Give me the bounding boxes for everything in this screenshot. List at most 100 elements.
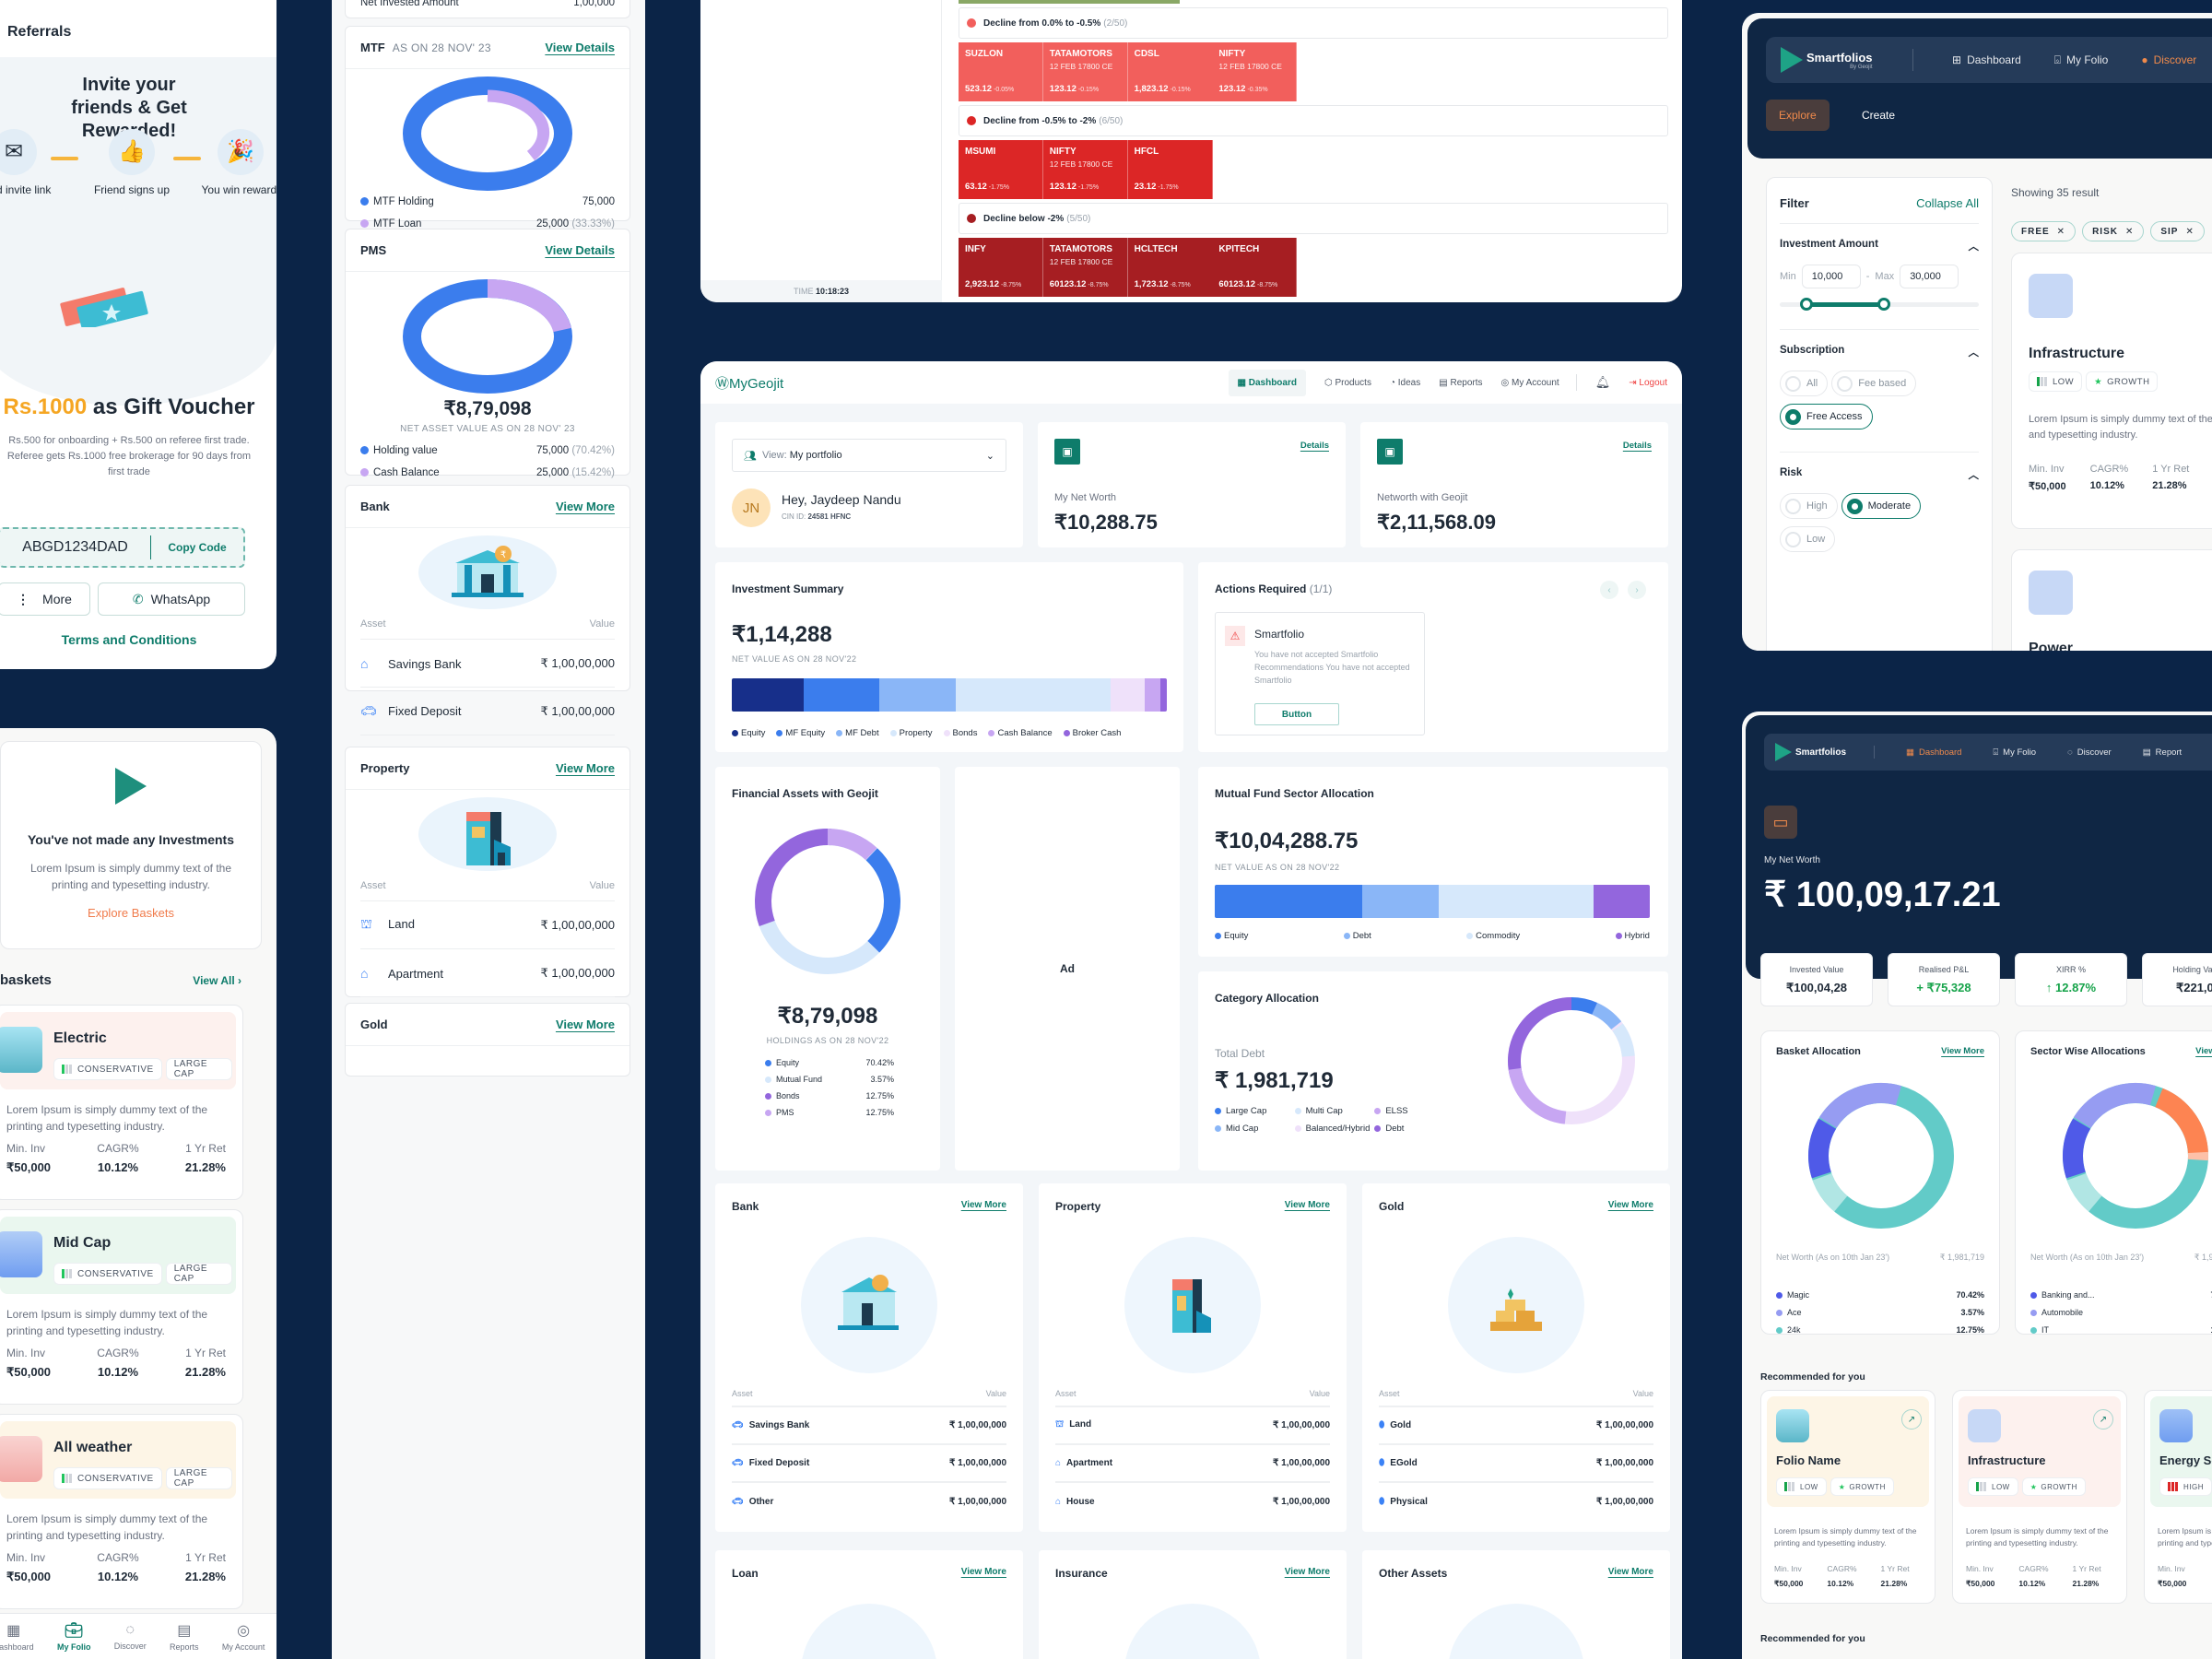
option-low[interactable]: Low xyxy=(1780,526,1836,552)
recommended-card[interactable]: ↗ Energy Se HIGH Lorem Ipsum is simply d… xyxy=(2144,1390,2212,1604)
amount-range-slider[interactable] xyxy=(1780,298,1979,311)
logout-button[interactable]: ⇥ Logout xyxy=(1629,377,1667,388)
view-more-link[interactable]: View More xyxy=(960,1567,1006,1577)
next-button[interactable]: › xyxy=(1628,581,1646,599)
asset-row[interactable]: 🚗︎ Fixed Deposit ₹ 1,00,00,000 xyxy=(732,1445,1006,1483)
max-amount-input[interactable]: 30,000 xyxy=(1900,265,1959,288)
nav-my-folio[interactable]: ⌺ My Folio xyxy=(2053,53,2109,67)
heatmap-tile[interactable]: HFCL 23.12 -1.75% xyxy=(1127,140,1213,199)
option-moderate[interactable]: Moderate xyxy=(1841,493,1922,519)
basket-card[interactable]: Electric CONSERVATIVE LARGE CAP Lorem Ips… xyxy=(0,1005,243,1200)
nav-my-account[interactable]: ◎ My Account xyxy=(1500,377,1559,388)
asset-row[interactable]: ⌂House₹ 1,00,00,000 xyxy=(1055,1497,1330,1507)
close-icon[interactable]: ✕ xyxy=(2124,226,2135,237)
heatmap-tile[interactable]: CDSL 1,823.12 -0.15% xyxy=(1127,42,1213,101)
nav-dashboard[interactable]: ▦ Dashboard xyxy=(1228,369,1306,396)
heatmap-tile[interactable]: NIFTY 12 FEB 17800 CE 123.12 -1.75% xyxy=(1042,140,1128,199)
heatmap-tile[interactable]: INFY 2,923.12 -8.75% xyxy=(959,238,1043,297)
asset-row[interactable]: ⬮ EGold ₹ 1,00,00,000 xyxy=(1379,1445,1653,1483)
heatmap-tile[interactable]: TATAMOTORS 12 FEB 17800 CE 60123.12 -8.75… xyxy=(1042,238,1128,297)
view-more-link[interactable]: View More xyxy=(1607,1200,1653,1210)
tab-reports[interactable]: ▤ Reports xyxy=(170,1623,199,1652)
nav-products[interactable]: ⬡ Products xyxy=(1324,377,1371,388)
filter-chip[interactable]: SIP ✕ xyxy=(2150,221,2205,241)
action-button[interactable]: Button xyxy=(1254,703,1339,725)
tab-discover[interactable]: ◌ Discover xyxy=(113,1622,147,1651)
heatmap-tile[interactable]: HCLTECH 1,723.12 -8.75% xyxy=(1127,238,1213,297)
sector-view-more-link[interactable]: View More xyxy=(2195,1046,2212,1056)
open-arrow-icon[interactable]: ↗ xyxy=(1901,1409,1922,1430)
net-worth-details-link[interactable]: Details xyxy=(1300,441,1329,451)
chevron-up-icon[interactable]: ︿ xyxy=(1968,241,1980,253)
heatmap-tile[interactable]: NIFTY 12 FEB 17800 CE 123.12 -0.35% xyxy=(1212,42,1298,101)
basket-card[interactable]: Mid Cap CONSERVATIVE LARGE CAP Lorem Ipsu… xyxy=(0,1209,243,1405)
recommended-card[interactable]: ↗ Folio Name LOW ★ GROWTH Lorem Ipsum is s… xyxy=(1760,1390,1936,1604)
tab-my-folio[interactable]: 💼︎ My Folio xyxy=(56,1623,91,1652)
close-icon[interactable]: ✕ xyxy=(2056,226,2066,237)
nav-dashboard[interactable]: ⊞ Dashboard xyxy=(1952,53,2021,66)
slider-min-handle[interactable] xyxy=(1800,298,1813,311)
terms-link[interactable]: Terms and Conditions xyxy=(61,632,197,647)
tab-my-account[interactable]: ◎ My Account xyxy=(221,1623,265,1652)
close-icon[interactable]: ✕ xyxy=(2185,226,2194,237)
asset-row[interactable]: ⌂ Apartment ₹ 1,00,00,000 xyxy=(360,949,615,997)
option-all[interactable]: All xyxy=(1780,371,1829,396)
mtf-view-details-link[interactable]: View Details xyxy=(545,41,615,54)
asset-row[interactable]: ⬮ Gold ₹ 1,00,00,000 xyxy=(1379,1407,1653,1445)
asset-row[interactable]: ⛫ Land ₹ 1,00,00,000 xyxy=(360,901,615,949)
explore-baskets-link[interactable]: Explore Baskets xyxy=(88,906,174,920)
bank-view-more-link[interactable]: View More xyxy=(555,500,615,513)
view-more-link[interactable]: View More xyxy=(1607,1567,1653,1577)
tab-dashboard[interactable]: ▦Dashboard xyxy=(0,1621,34,1652)
option-fee-based[interactable]: Fee based xyxy=(1831,371,1917,396)
filter-chip[interactable]: RISK ✕ xyxy=(2082,221,2145,241)
nav-reports[interactable]: ▤ Reports xyxy=(1439,377,1483,388)
nav-discover[interactable]: ● Discover xyxy=(2141,53,2197,66)
filter-chip[interactable]: FREE ✕ xyxy=(2011,221,2077,241)
heatmap-tile[interactable]: KPITECH 60123.12 -8.75% xyxy=(1212,238,1298,297)
collapse-all-button[interactable]: Collapse All xyxy=(1916,196,1979,210)
view-more-link[interactable]: View More xyxy=(960,1200,1006,1210)
chevron-up-icon[interactable]: ︿ xyxy=(1968,347,1980,359)
heatmap-group-header[interactable]: Decline below -2% (5/50) xyxy=(959,203,1668,234)
networth-geojit-details-link[interactable]: Details xyxy=(1622,441,1652,451)
view-more-link[interactable]: View More xyxy=(1284,1200,1330,1210)
asset-row[interactable]: ⌂ Apartment ₹ 1,00,00,000 xyxy=(1055,1445,1330,1483)
asset-row[interactable]: 🚗︎ Fixed Deposit ₹ 1,00,00,000 xyxy=(360,688,615,735)
recommended-card[interactable]: ↗ Infrastructure LOW ★ GROWTH Lorem Ipsum … xyxy=(1952,1390,2127,1604)
nav-my-folio[interactable]: ⌺ My Folio xyxy=(1993,747,2037,758)
more-button[interactable]: ⋮ More xyxy=(0,582,90,616)
nav-discover[interactable]: ◌ Discover xyxy=(2067,747,2112,758)
basket-card[interactable]: All weather CONSERVATIVE LARGE CAP Lorem … xyxy=(0,1414,243,1609)
nav-dashboard[interactable]: ▦ Dashboard xyxy=(1906,747,1962,758)
ad-slot[interactable]: Ad xyxy=(955,767,1180,1171)
heatmap-group-header[interactable]: Decline from -0.5% to -2% (6/50) xyxy=(959,105,1668,136)
view-all-link[interactable]: View All › xyxy=(193,973,241,987)
tab-explore[interactable]: Explore xyxy=(1766,100,1830,131)
nav-ideas[interactable]: ◔ Ideas xyxy=(1389,377,1421,388)
whatsapp-button[interactable]: ✆ WhatsApp xyxy=(98,582,245,616)
option-free-access[interactable]: Free Access xyxy=(1780,404,1873,429)
open-arrow-icon[interactable]: ↗ xyxy=(2093,1409,2113,1430)
previous-button[interactable]: ‹ xyxy=(1600,581,1618,599)
basket-view-more-link[interactable]: View More xyxy=(1941,1046,1984,1056)
property-view-more-link[interactable]: View More xyxy=(555,761,615,775)
heatmap-tile[interactable]: TATAMOTORS 12 FEB 17800 CE 123.12 -0.15% xyxy=(1042,42,1128,101)
asset-row[interactable]: ⌂ Savings Bank ₹ 1,00,00,000 xyxy=(360,640,615,688)
asset-row[interactable]: 🚗︎ Other ₹ 1,00,00,000 xyxy=(732,1497,1006,1507)
asset-row[interactable]: 🚗︎ Savings Bank ₹ 1,00,00,000 xyxy=(732,1407,1006,1445)
heatmap-tile[interactable]: SUZLON 523.12 -0.05% xyxy=(959,42,1043,101)
heatmap-group-header[interactable]: Decline from 0.0% to -0.5% (2/50) xyxy=(959,7,1668,39)
min-amount-input[interactable]: 10,000 xyxy=(1801,265,1861,288)
notification-bell-icon[interactable]: 🔔︎ xyxy=(1594,375,1611,389)
asset-row[interactable]: ⛫ Land ₹ 1,00,00,000 xyxy=(1055,1407,1330,1445)
chevron-up-icon[interactable]: ︿ xyxy=(1968,470,1980,481)
option-high[interactable]: High xyxy=(1780,493,1838,519)
copy-code-button[interactable]: Copy Code xyxy=(168,541,227,554)
slider-max-handle[interactable] xyxy=(1877,298,1890,311)
smartfolio-card[interactable]: ↗ Infrastructure LOW★GROWTH Lorem Ipsum … xyxy=(2011,253,2212,529)
nav-report[interactable]: ▤ Report xyxy=(2142,747,2183,758)
heatmap-tile[interactable]: MSUMI 63.12 -1.75% xyxy=(959,140,1043,199)
portfolio-view-select[interactable]: 👥︎ View: My portfolio ⌄ xyxy=(732,439,1006,472)
view-more-link[interactable]: View More xyxy=(1284,1567,1330,1577)
